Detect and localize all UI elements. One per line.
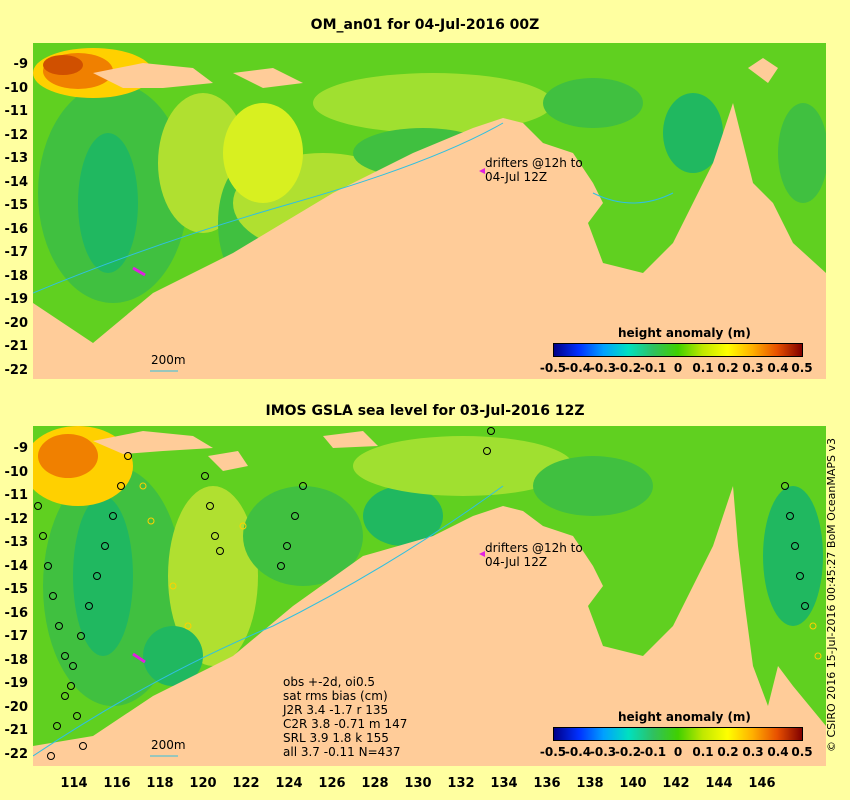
top-colorbar: [553, 343, 803, 357]
bottom-drifter-note-line1: drifters @12h to: [485, 541, 583, 555]
colorbar-tick: 0.2: [717, 361, 739, 375]
colorbar-tick: -0.4: [564, 745, 592, 759]
lat-label: -11: [4, 488, 29, 503]
colorbar-tick: 0.2: [717, 745, 739, 759]
stats-line: obs +-2d, oi0.5: [283, 675, 376, 689]
colorbar-tick: 0.3: [742, 745, 764, 759]
lat-label: -10: [4, 465, 29, 480]
lat-label: -12: [4, 512, 29, 527]
colorbar-tick: -0.2: [614, 361, 642, 375]
lon-label: 144: [705, 776, 733, 791]
bottom-panel-title: IMOS GSLA sea level for 03-Jul-2016 12Z: [265, 403, 585, 419]
colorbar-tick: -0.5: [539, 361, 567, 375]
bottom-drifter-note-line2: 04-Jul 12Z: [485, 555, 548, 569]
lon-label: 118: [146, 776, 174, 791]
colorbar-tick: -0.5: [539, 745, 567, 759]
bottom-colorbar: [553, 727, 803, 741]
lat-label: -20: [4, 700, 29, 715]
altimeter-tracks: [34, 427, 809, 760]
lon-label: 132: [447, 776, 475, 791]
lat-label: -16: [4, 606, 29, 621]
stats-line: sat rms bias (cm): [283, 689, 388, 703]
lon-label: 120: [189, 776, 217, 791]
bottom-map-canvas: [33, 426, 826, 766]
colorbar-tick: 0.5: [791, 745, 813, 759]
bottom-drifter-track: [132, 652, 146, 664]
lon-label: 136: [533, 776, 561, 791]
lat-label: -14: [4, 175, 29, 190]
lat-label: -22: [4, 363, 29, 378]
lon-label: 124: [275, 776, 303, 791]
lon-label: 114: [60, 776, 88, 791]
lat-label: -11: [4, 104, 29, 119]
lat-label: -19: [4, 676, 29, 691]
colorbar-tick: -0.1: [639, 745, 667, 759]
lon-label: 138: [576, 776, 604, 791]
colorbar-tick: -0.1: [639, 361, 667, 375]
lat-label: -19: [4, 292, 29, 307]
top-colorbar-title: height anomaly (m): [618, 326, 751, 340]
lat-label: -16: [4, 222, 29, 237]
top-map[interactable]: drifters @12h to 04-Jul 12Z 200m height …: [33, 43, 826, 379]
lat-label: -12: [4, 128, 29, 143]
lon-label: 142: [662, 776, 690, 791]
lat-label: -14: [4, 559, 29, 574]
lat-label: -21: [4, 339, 29, 354]
colorbar-tick: 0.4: [767, 745, 789, 759]
lon-label: 126: [318, 776, 346, 791]
lon-label: 130: [404, 776, 432, 791]
top-map-canvas: [33, 43, 826, 379]
lat-label: -22: [4, 747, 29, 762]
lon-label: 128: [361, 776, 389, 791]
colorbar-tick: -0.4: [564, 361, 592, 375]
lat-label: -15: [4, 582, 29, 597]
colorbar-tick: 0: [673, 361, 683, 375]
bottom-isobath-label: 200m: [151, 738, 186, 752]
colorbar-tick: 0.5: [791, 361, 813, 375]
top-drifter-note-line2: 04-Jul 12Z: [485, 170, 548, 184]
lat-label: -18: [4, 653, 29, 668]
lat-label: -9: [13, 441, 28, 456]
stats-line: C2R 3.8 -0.71 m 147: [283, 717, 408, 731]
top-drifter-track: [132, 266, 146, 277]
colorbar-tick: 0.1: [692, 361, 714, 375]
top-isobath-label: 200m: [151, 353, 186, 367]
colorbar-tick: -0.2: [614, 745, 642, 759]
lon-label: 146: [748, 776, 776, 791]
top-panel-title: OM_an01 for 04-Jul-2016 00Z: [310, 17, 540, 33]
lat-label: -9: [13, 57, 28, 72]
stats-line: all 3.7 -0.11 N=437: [283, 745, 401, 759]
colorbar-tick: 0.3: [742, 361, 764, 375]
colorbar-tick: 0.4: [767, 361, 789, 375]
lat-label: -17: [4, 245, 29, 260]
lon-label: 116: [103, 776, 131, 791]
colorbar-tick: 0.1: [692, 745, 714, 759]
lat-label: -13: [4, 535, 29, 550]
colorbar-tick: 0: [673, 745, 683, 759]
stats-line: J2R 3.4 -1.7 r 135: [283, 703, 389, 717]
lat-label: -15: [4, 198, 29, 213]
lat-label: -17: [4, 629, 29, 644]
credit-text: © CSIRO 2016 15-Jul-2016 00:45:27 BoM Oc…: [825, 438, 838, 752]
lat-label: -13: [4, 151, 29, 166]
lon-label: 134: [490, 776, 518, 791]
lon-label: 122: [232, 776, 260, 791]
colorbar-tick: -0.3: [589, 745, 617, 759]
lon-label: 140: [619, 776, 647, 791]
bottom-colorbar-title: height anomaly (m): [618, 710, 751, 724]
top-drifter-note-line1: drifters @12h to: [485, 156, 583, 170]
lat-label: -18: [4, 269, 29, 284]
bottom-map[interactable]: drifters @12h to 04-Jul 12Z obs +-2d, oi…: [33, 426, 826, 766]
colorbar-tick: -0.3: [589, 361, 617, 375]
stats-line: SRL 3.9 1.8 k 155: [283, 731, 389, 745]
lat-label: -20: [4, 316, 29, 331]
lat-label: -10: [4, 81, 29, 96]
lat-label: -21: [4, 723, 29, 738]
